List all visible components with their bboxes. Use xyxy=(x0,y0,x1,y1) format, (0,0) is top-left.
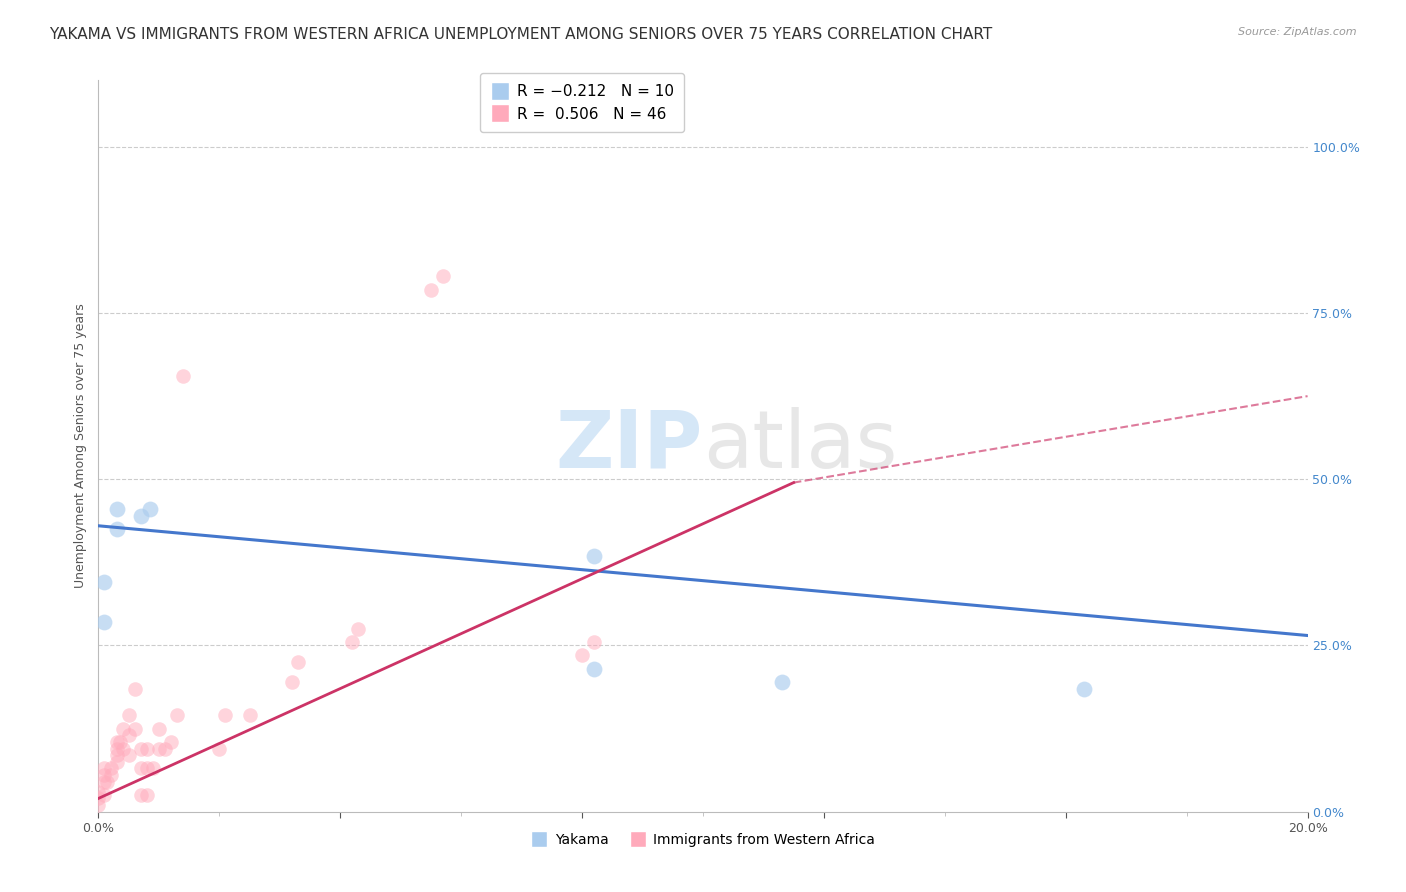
Point xyxy=(129,741,152,756)
Point xyxy=(208,741,231,756)
Point xyxy=(583,635,606,649)
Point xyxy=(105,502,128,516)
Text: ZIP: ZIP xyxy=(555,407,703,485)
Point xyxy=(111,741,134,756)
Point xyxy=(287,655,309,669)
Point xyxy=(93,774,115,789)
Point xyxy=(87,798,110,813)
Point xyxy=(108,735,131,749)
Point xyxy=(87,785,110,799)
Point xyxy=(93,768,115,782)
Text: YAKAMA VS IMMIGRANTS FROM WESTERN AFRICA UNEMPLOYMENT AMONG SENIORS OVER 75 YEAR: YAKAMA VS IMMIGRANTS FROM WESTERN AFRICA… xyxy=(49,27,993,42)
Point xyxy=(111,722,134,736)
Point xyxy=(100,768,122,782)
Point xyxy=(135,788,157,802)
Point xyxy=(135,741,157,756)
Point xyxy=(118,708,141,723)
Point xyxy=(105,755,128,769)
Point xyxy=(93,788,115,802)
Point xyxy=(118,748,141,763)
Point xyxy=(129,508,152,523)
Text: Source: ZipAtlas.com: Source: ZipAtlas.com xyxy=(1239,27,1357,37)
Point xyxy=(160,735,183,749)
Point xyxy=(214,708,236,723)
Point xyxy=(124,722,146,736)
Point xyxy=(1073,681,1095,696)
Point xyxy=(105,522,128,536)
Legend: Yakama, Immigrants from Western Africa: Yakama, Immigrants from Western Africa xyxy=(526,827,880,853)
Point xyxy=(148,741,170,756)
Point xyxy=(342,635,364,649)
Point xyxy=(770,675,793,690)
Point xyxy=(118,728,141,742)
Y-axis label: Unemployment Among Seniors over 75 years: Unemployment Among Seniors over 75 years xyxy=(75,303,87,589)
Point xyxy=(571,648,593,663)
Point xyxy=(239,708,262,723)
Point xyxy=(139,502,162,516)
Point xyxy=(105,735,128,749)
Point xyxy=(93,575,115,590)
Point xyxy=(432,269,454,284)
Point xyxy=(93,762,115,776)
Point xyxy=(420,283,443,297)
Point xyxy=(583,662,606,676)
Point xyxy=(105,741,128,756)
Point xyxy=(166,708,188,723)
Point xyxy=(583,549,606,563)
Point xyxy=(142,762,165,776)
Point xyxy=(281,675,304,690)
Text: atlas: atlas xyxy=(703,407,897,485)
Point xyxy=(93,615,115,630)
Point xyxy=(172,369,194,384)
Point xyxy=(129,788,152,802)
Point xyxy=(129,762,152,776)
Point xyxy=(347,622,370,636)
Point xyxy=(105,748,128,763)
Point xyxy=(135,762,157,776)
Point xyxy=(148,722,170,736)
Point xyxy=(153,741,176,756)
Point xyxy=(124,681,146,696)
Point xyxy=(87,791,110,805)
Point xyxy=(100,762,122,776)
Point xyxy=(96,774,118,789)
